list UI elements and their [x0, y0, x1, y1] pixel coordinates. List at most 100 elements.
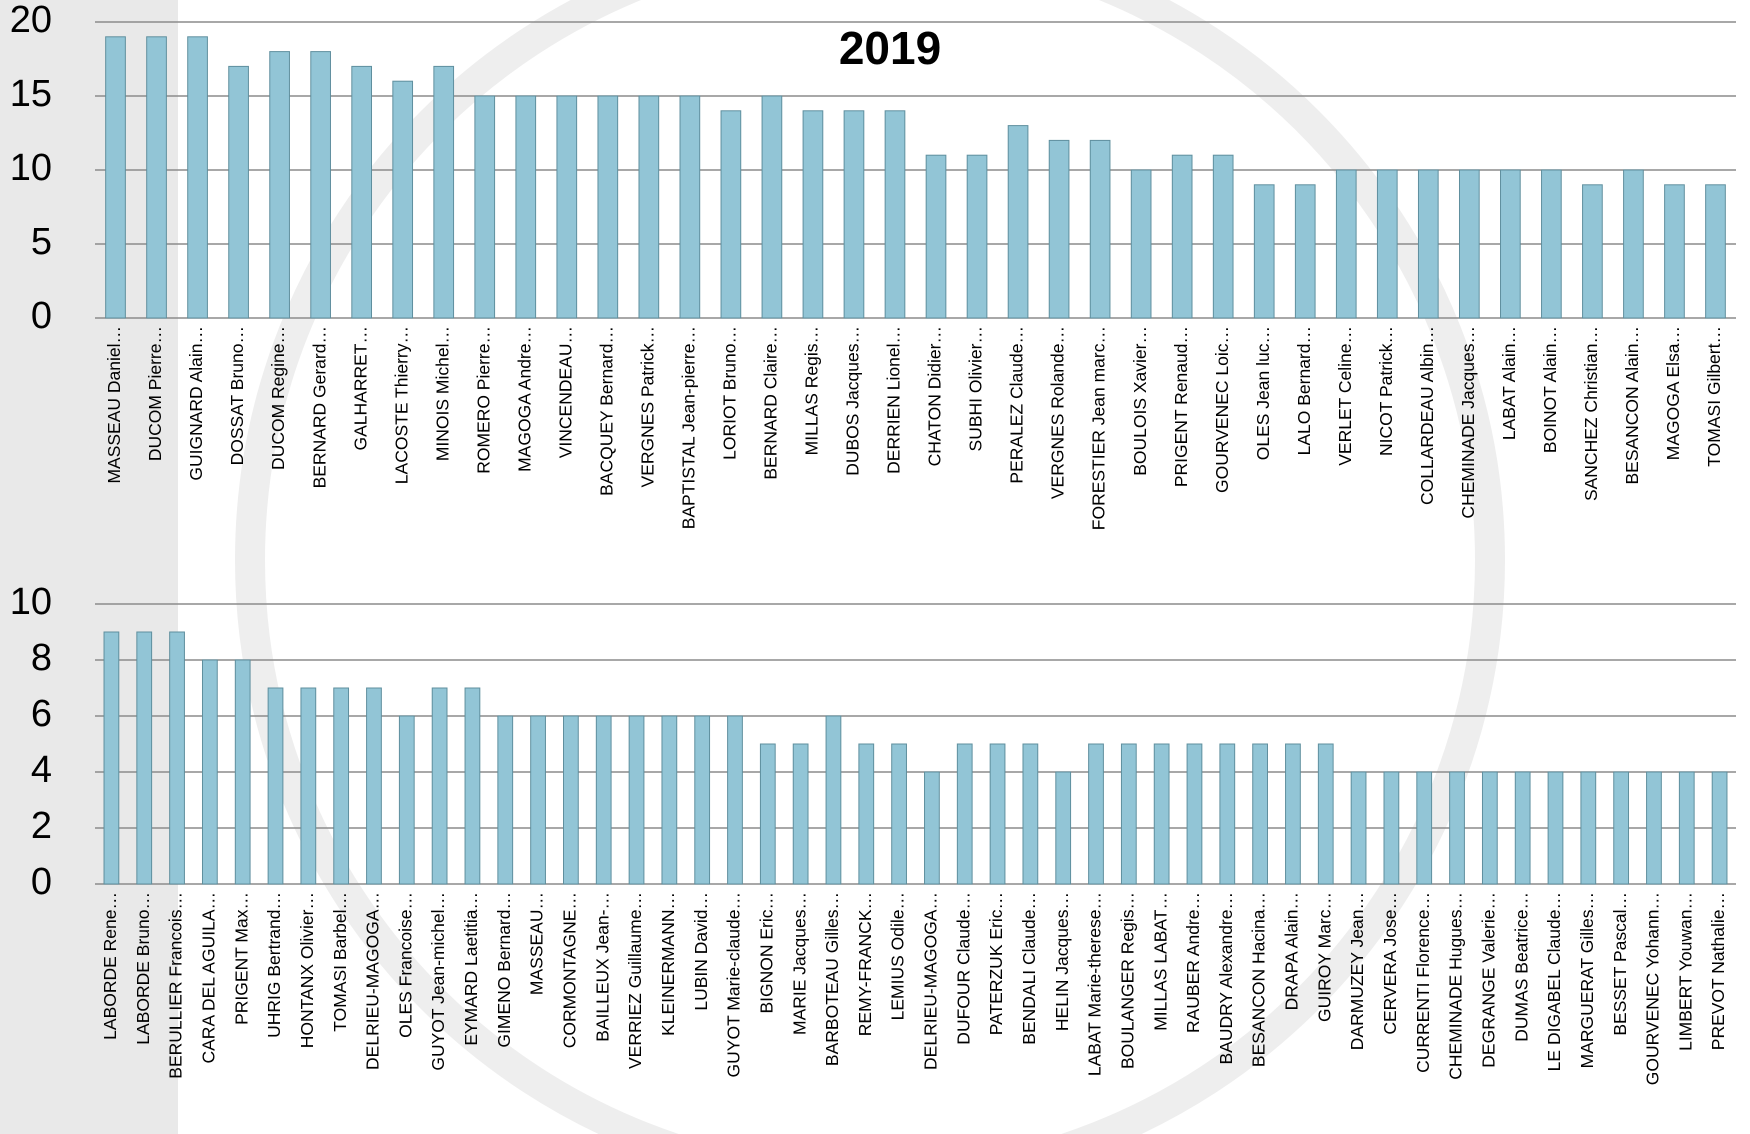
- bar: [1049, 140, 1069, 318]
- x-tick-label: MARIE Jacques…: [789, 892, 809, 1035]
- bar: [531, 716, 546, 884]
- x-tick-label: DELRIEU-MAGOGA…: [363, 892, 383, 1070]
- x-tick-label: BESANCON Hacina…: [1249, 892, 1269, 1067]
- x-tick-label: TOMASI Gilbert…: [1704, 326, 1724, 467]
- x-tick-label: LUBIN David…: [691, 892, 711, 1011]
- x-tick-label: BERULLIER Francois…: [166, 892, 186, 1079]
- bar: [1131, 170, 1151, 318]
- x-tick-label: BESANCON Alain…: [1622, 326, 1642, 485]
- x-tick-label: CURRENTI Florence…: [1413, 892, 1433, 1073]
- bar: [885, 111, 905, 318]
- x-tick-label: PERALEZ Claude…: [1007, 326, 1027, 484]
- x-tick-label: GUIROY Marc…: [1314, 892, 1334, 1022]
- bar: [1417, 772, 1432, 884]
- x-tick-label: LABORDE Bruno…: [133, 892, 153, 1045]
- x-tick-label: MASSEAU Daniel…: [104, 326, 124, 484]
- x-tick-label: VERGNES Rolande…: [1048, 326, 1068, 499]
- x-tick-label: GALHARRET…: [350, 326, 370, 450]
- x-tick-label: SANCHEZ Christian…: [1581, 326, 1601, 501]
- chart-title: 2019: [839, 22, 941, 74]
- bar: [334, 688, 349, 884]
- bar: [1712, 772, 1727, 884]
- bar: [680, 96, 700, 318]
- bar: [1377, 170, 1397, 318]
- bar: [762, 96, 782, 318]
- bar: [1581, 772, 1596, 884]
- x-tick-label: UHRIG Bertrand…: [264, 892, 284, 1038]
- bar: [728, 716, 743, 884]
- x-tick-label: PRIGENT Max…: [231, 892, 251, 1025]
- bar: [1450, 772, 1465, 884]
- x-tick-label: DUCOM Regine…: [268, 326, 288, 470]
- bar: [1459, 170, 1479, 318]
- bar: [352, 66, 372, 318]
- x-tick-label: OLES Jean luc…: [1253, 326, 1273, 460]
- x-tick-label: BAUDRY Alexandre…: [1216, 892, 1236, 1065]
- bar: [598, 96, 618, 318]
- bar: [1023, 744, 1038, 884]
- bar: [1583, 185, 1603, 318]
- x-tick-label: MILLAS LABAT…: [1150, 892, 1170, 1031]
- bar: [596, 716, 611, 884]
- x-tick-label: BAILLEUX Jean-…: [592, 892, 612, 1042]
- x-tick-label: CERVERA Jose…: [1380, 892, 1400, 1035]
- y-tick-label: 2: [31, 805, 52, 847]
- bar: [104, 632, 119, 884]
- x-tick-label: BACQUEY Bernard…: [596, 326, 616, 496]
- bar: [188, 37, 208, 318]
- x-tick-label: DUBOS Jacques…: [843, 326, 863, 476]
- bar: [695, 716, 710, 884]
- bar: [967, 155, 987, 318]
- x-tick-label: DUCOM Pierre…: [145, 326, 165, 461]
- bar: [1542, 170, 1562, 318]
- x-tick-label: LACOSTE Thierry…: [391, 326, 411, 484]
- bar: [639, 96, 659, 318]
- x-tick-label: DELRIEU-MAGOGA…: [921, 892, 941, 1070]
- x-tick-label: GUIGNARD Alain…: [186, 326, 206, 481]
- x-tick-label: DARMUZEY Jean…: [1347, 892, 1367, 1050]
- x-tick-label: REMY-FRANCK…: [855, 892, 875, 1036]
- bar: [1286, 744, 1301, 884]
- x-tick-label: LE DIGABEL Claude…: [1544, 892, 1564, 1071]
- x-tick-label: BERNARD Claire…: [761, 326, 781, 480]
- bar: [399, 716, 414, 884]
- bar: [147, 37, 167, 318]
- y-tick-label: 20: [10, 0, 52, 41]
- y-tick-label: 6: [31, 693, 52, 735]
- bar: [1254, 185, 1274, 318]
- x-tick-label: BAPTISTAL Jean-pierre…: [678, 326, 698, 529]
- x-tick-label: MINOIS Michel…: [432, 326, 452, 461]
- x-tick-label: BOULOIS Xavier…: [1130, 326, 1150, 476]
- bar: [516, 96, 536, 318]
- x-tick-label: TOMASI Barbel…: [330, 892, 350, 1032]
- bar: [1548, 772, 1563, 884]
- bar: [557, 96, 577, 318]
- x-tick-label: LEMIUS Odile…: [888, 892, 908, 1020]
- bar: [1665, 185, 1685, 318]
- x-tick-label: BENDALI Claude…: [1019, 892, 1039, 1045]
- bar: [1351, 772, 1366, 884]
- bar: [1647, 772, 1662, 884]
- x-tick-label: GOURVENEC Loic…: [1212, 326, 1232, 493]
- bar: [892, 744, 907, 884]
- bar: [1624, 170, 1644, 318]
- bar: [844, 111, 864, 318]
- bar: [465, 688, 480, 884]
- x-tick-label: MAGOGA Elsa…: [1663, 326, 1683, 460]
- bar: [1384, 772, 1399, 884]
- bar: [859, 744, 874, 884]
- x-tick-label: CHATON Didier…: [925, 326, 945, 466]
- bar: [1121, 744, 1136, 884]
- bar: [1614, 772, 1629, 884]
- bar: [826, 716, 841, 884]
- x-tick-label: BIGNON Eric…: [756, 892, 776, 1014]
- bar: [434, 66, 454, 318]
- bar: [1336, 170, 1356, 318]
- bar: [301, 688, 316, 884]
- bar: [268, 688, 283, 884]
- y-tick-label: 10: [10, 147, 52, 189]
- y-tick-label: 15: [10, 73, 52, 115]
- x-tick-label: KLEINERMANN…: [658, 892, 678, 1036]
- bar: [629, 716, 644, 884]
- chart-page: 05101520MASSEAU Daniel…DUCOM Pierre…GUIG…: [0, 0, 1750, 1134]
